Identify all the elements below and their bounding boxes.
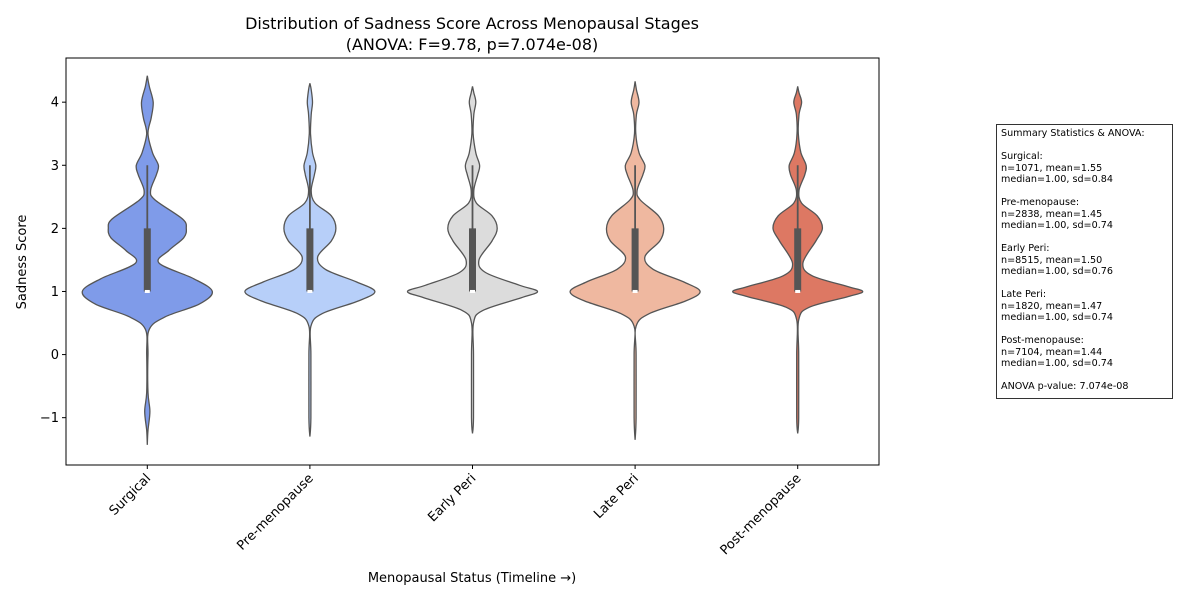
violin-iqr-box bbox=[469, 228, 476, 292]
summary-group-stats: n=1820, mean=1.47 bbox=[1001, 300, 1103, 312]
y-tick-label: 1 bbox=[51, 285, 59, 300]
x-tick-label: Post-menopause bbox=[718, 471, 805, 558]
violins-layer bbox=[81, 75, 864, 445]
summary-group-stats: median=1.00, sd=0.76 bbox=[1001, 266, 1113, 277]
y-tick-label: 3 bbox=[51, 159, 59, 174]
summary-group-name: Late Peri: bbox=[1001, 289, 1047, 300]
x-tick-label: Late Peri bbox=[591, 471, 642, 522]
violin-surgical bbox=[81, 75, 213, 445]
violin-median-marker bbox=[307, 289, 313, 293]
summary-group-stats: median=1.00, sd=0.84 bbox=[1001, 174, 1113, 185]
summary-group-name: Pre-menopause: bbox=[1001, 197, 1080, 208]
violin-iqr-box bbox=[143, 228, 151, 292]
violin-median-marker bbox=[795, 289, 801, 293]
summary-group-name: Early Peri: bbox=[1001, 243, 1050, 254]
summary-group-stats: n=8515, mean=1.50 bbox=[1001, 254, 1103, 266]
y-tick-label: −1 bbox=[40, 411, 59, 426]
y-tick-label: 0 bbox=[51, 348, 59, 363]
chart-title-line2: (ANOVA: F=9.78, p=7.074e-08) bbox=[346, 35, 599, 54]
summary-group-stats: n=2838, mean=1.45 bbox=[1001, 208, 1103, 220]
summary-group-stats: median=1.00, sd=0.74 bbox=[1001, 312, 1113, 323]
summary-group-stats: n=7104, mean=1.44 bbox=[1001, 346, 1103, 358]
y-axis: −1 0 1 2 3 4 bbox=[40, 96, 66, 426]
summary-group-stats: median=1.00, sd=0.74 bbox=[1001, 358, 1113, 369]
x-tick-label: Early Peri bbox=[425, 471, 479, 525]
x-axis-label: Menopausal Status (Timeline →) bbox=[368, 571, 576, 586]
y-tick-label: 2 bbox=[51, 222, 59, 237]
x-axis: Surgical Pre-menopause Early Peri Late Peri… bbox=[107, 465, 805, 558]
violin-iqr-box bbox=[794, 228, 802, 292]
x-tick-label: Pre-menopause bbox=[234, 471, 316, 553]
violin-early-peri bbox=[406, 86, 539, 434]
violin-post-menopause bbox=[732, 86, 864, 434]
chart-title-line1: Distribution of Sadness Score Across Men… bbox=[245, 14, 699, 33]
summary-group-stats: n=1071, mean=1.55 bbox=[1001, 162, 1103, 174]
y-tick-label: 4 bbox=[51, 96, 59, 111]
summary-group-name: Post-menopause: bbox=[1001, 335, 1084, 346]
violin-iqr-box bbox=[631, 228, 639, 292]
x-tick-label: Surgical bbox=[107, 471, 155, 519]
violin-median-marker bbox=[632, 289, 638, 293]
violin-late-peri bbox=[569, 81, 701, 440]
summary-statistics-box: Summary Statistics & ANOVA: Surgical: n=… bbox=[996, 124, 1173, 399]
summary-group-stats: median=1.00, sd=0.74 bbox=[1001, 220, 1113, 231]
summary-group-name: Surgical: bbox=[1001, 151, 1043, 162]
summary-anova-pvalue: ANOVA p-value: 7.074e-08 bbox=[1001, 381, 1129, 392]
plot-area-frame bbox=[65, 57, 880, 466]
summary-header: Summary Statistics & ANOVA: bbox=[1001, 128, 1145, 139]
violin-median-marker bbox=[470, 289, 475, 293]
violin-iqr-box bbox=[306, 228, 314, 292]
y-axis-label: Sadness Score bbox=[15, 215, 30, 310]
violin-median-marker bbox=[144, 289, 150, 293]
violin-pre-menopause bbox=[244, 83, 376, 437]
